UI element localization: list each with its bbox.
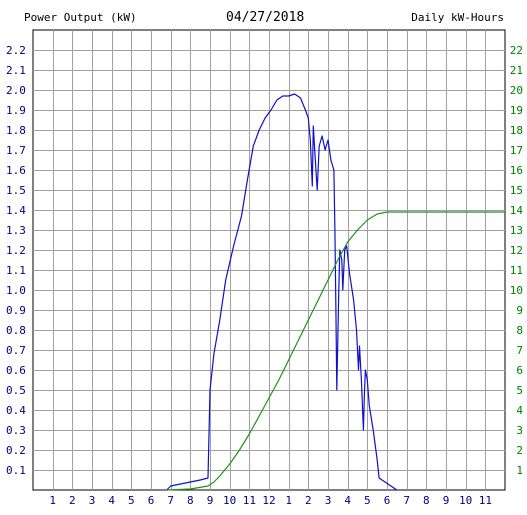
right-axis-title: Daily kW-Hours bbox=[411, 11, 504, 24]
y-right-tick-label: 2 bbox=[516, 444, 523, 457]
y-right-tick-label: 16 bbox=[510, 164, 523, 177]
y-left-tick-label: 0.7 bbox=[6, 344, 26, 357]
y-right-tick-label: 8 bbox=[516, 324, 523, 337]
y-right-tick-label: 11 bbox=[510, 264, 523, 277]
y-right-tick-label: 13 bbox=[510, 224, 523, 237]
x-tick-label: 6 bbox=[384, 494, 391, 507]
y-left-tick-label: 1.3 bbox=[6, 224, 26, 237]
y-left-tick-label: 1.1 bbox=[6, 264, 26, 277]
y-left-tick-label: 2.2 bbox=[6, 44, 26, 57]
y-right-tick-label: 22 bbox=[510, 44, 523, 57]
y-right-tick-label: 5 bbox=[516, 384, 523, 397]
x-tick-label: 2 bbox=[305, 494, 312, 507]
y-left-tick-label: 0.8 bbox=[6, 324, 26, 337]
y-left-tick-label: 1.2 bbox=[6, 244, 26, 257]
y-right-tick-label: 19 bbox=[510, 104, 523, 117]
x-tick-label: 6 bbox=[148, 494, 155, 507]
y-right-tick-label: 10 bbox=[510, 284, 523, 297]
power-output-line bbox=[166, 93, 398, 491]
left-axis-title: Power Output (kW) bbox=[24, 11, 137, 24]
x-tick-label: 11 bbox=[479, 494, 492, 507]
y-left-tick-label: 1.7 bbox=[6, 144, 26, 157]
x-tick-label: 5 bbox=[364, 494, 371, 507]
y-right-tick-label: 7 bbox=[516, 344, 523, 357]
y-right-tick-label: 3 bbox=[516, 424, 523, 437]
y-right-tick-label: 4 bbox=[516, 404, 523, 417]
x-tick-label: 8 bbox=[187, 494, 194, 507]
y-left-tick-label: 2.1 bbox=[6, 64, 26, 77]
x-tick-label: 12 bbox=[262, 494, 275, 507]
y-left-tick-label: 0.1 bbox=[6, 464, 26, 477]
x-tick-label: 1 bbox=[285, 494, 292, 507]
x-tick-label: 3 bbox=[325, 494, 332, 507]
y-right-tick-label: 21 bbox=[510, 64, 523, 77]
y-right-tick-label: 15 bbox=[510, 184, 523, 197]
chart-date: 04/27/2018 bbox=[226, 10, 305, 25]
x-tick-label: 7 bbox=[167, 494, 174, 507]
y-left-tick-label: 1.5 bbox=[6, 184, 26, 197]
x-tick-label: 3 bbox=[89, 494, 96, 507]
y-left-tick-label: 0.2 bbox=[6, 444, 26, 457]
y-right-tick-label: 6 bbox=[516, 364, 523, 377]
x-tick-label: 7 bbox=[403, 494, 410, 507]
x-tick-label: 10 bbox=[223, 494, 236, 507]
y-right-tick-label: 12 bbox=[510, 244, 523, 257]
y-right-tick-label: 18 bbox=[510, 124, 523, 137]
y-left-tick-label: 0.5 bbox=[6, 384, 26, 397]
y-left-tick-label: 1.0 bbox=[6, 284, 26, 297]
x-tick-label: 4 bbox=[344, 494, 351, 507]
y-right-tick-label: 17 bbox=[510, 144, 523, 157]
x-tick-label: 9 bbox=[207, 494, 214, 507]
y-left-tick-label: 1.9 bbox=[6, 104, 26, 117]
y-right-tick-label: 14 bbox=[510, 204, 524, 217]
x-tick-label: 11 bbox=[243, 494, 256, 507]
y-left-tick-label: 0.6 bbox=[6, 364, 26, 377]
x-tick-label: 4 bbox=[108, 494, 115, 507]
x-tick-label: 10 bbox=[459, 494, 472, 507]
y-left-tick-label: 1.8 bbox=[6, 124, 26, 137]
x-tick-label: 9 bbox=[443, 494, 450, 507]
daily-energy-line bbox=[166, 211, 505, 491]
x-tick-label: 8 bbox=[423, 494, 430, 507]
y-right-tick-label: 20 bbox=[510, 84, 523, 97]
y-left-tick-label: 1.4 bbox=[6, 204, 26, 217]
y-left-tick-label: 2.0 bbox=[6, 84, 26, 97]
y-right-tick-label: 1 bbox=[516, 464, 523, 477]
y-left-tick-label: 0.3 bbox=[6, 424, 26, 437]
x-tick-label: 5 bbox=[128, 494, 135, 507]
x-tick-label: 2 bbox=[69, 494, 76, 507]
x-tick-label: 1 bbox=[49, 494, 56, 507]
y-left-tick-label: 1.6 bbox=[6, 164, 26, 177]
y-left-tick-label: 0.4 bbox=[6, 404, 26, 417]
y-right-tick-label: 9 bbox=[516, 304, 523, 317]
y-left-tick-label: 0.9 bbox=[6, 304, 26, 317]
